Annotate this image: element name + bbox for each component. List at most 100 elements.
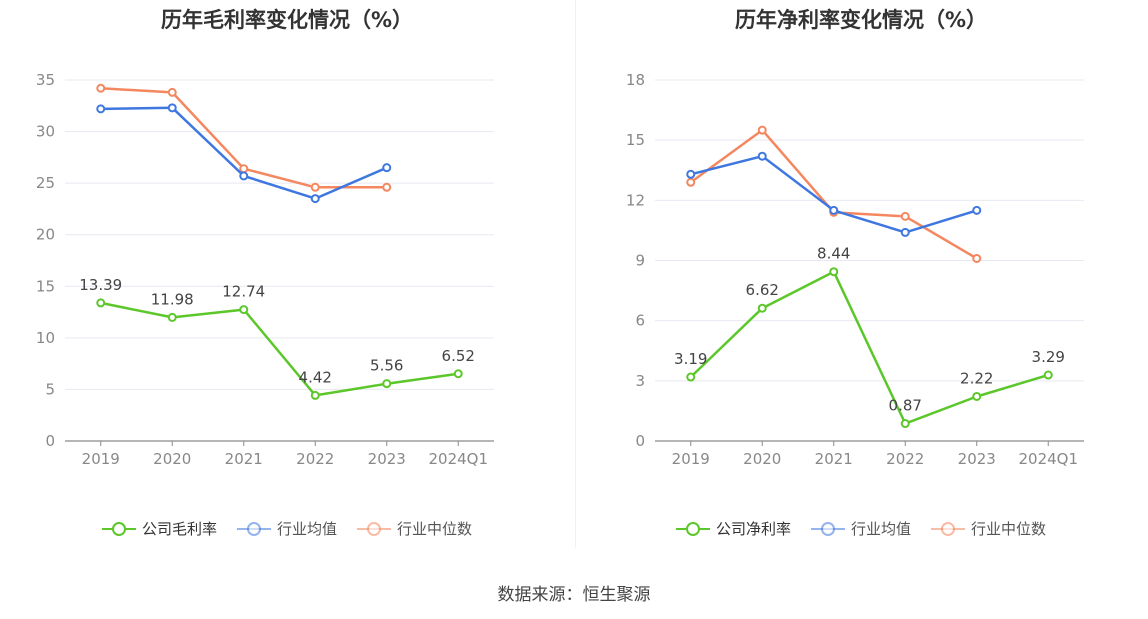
net-margin-data-point-2 — [900, 211, 910, 221]
gross-margin-y-tick-label: 0 — [45, 432, 55, 450]
gross-margin-chart: 0 5 10 15 20 25 30 35 2019 2020 2021 2022 2023 2024Q1… — [36, 71, 494, 468]
legend-label: 公司毛利率 — [141, 520, 217, 538]
gross-margin-x-tick-label: 2022 — [296, 450, 334, 468]
gross-margin-x-tick-label: 2024Q1 — [428, 450, 488, 468]
net-margin-data-label: 2.22 — [960, 369, 993, 387]
net-margin-data-point-1 — [686, 169, 696, 179]
net-margin-data-point-1 — [900, 227, 910, 237]
gross-margin-data-point-2 — [310, 182, 320, 192]
net-margin-data-point-2 — [972, 253, 982, 263]
gross-margin-data-point-1 — [382, 163, 392, 173]
gross-margin-data-label: 6.52 — [442, 347, 475, 365]
net-margin-data-point-1 — [757, 151, 767, 161]
gross-margin-x-tick-label: 2023 — [368, 450, 406, 468]
gross-margin-y-tick-label: 5 — [45, 380, 55, 398]
net-margin-y-tick-label: 6 — [635, 312, 645, 330]
net-margin-y-tick-label: 18 — [626, 71, 645, 89]
net-margin-data-point-2 — [686, 177, 696, 187]
gross-margin-data-label: 5.56 — [370, 357, 403, 375]
legend-label: 公司净利率 — [715, 520, 791, 538]
net-margin-x-tick-label: 2022 — [886, 450, 924, 468]
gross-margin-data-point-2 — [167, 87, 177, 97]
legend-line-icon — [236, 521, 271, 536]
net-margin-series-line-2 — [690, 128, 978, 260]
panel-divider — [575, 0, 576, 548]
net-margin-series-line-1 — [690, 154, 978, 234]
gross-margin-data-point-1 — [239, 171, 249, 181]
gross-margin-y-tick-label: 30 — [36, 123, 55, 141]
gross-margin-x-tick-label: 2019 — [82, 450, 120, 468]
net-margin-x-tick-label: 2023 — [958, 450, 996, 468]
net-margin-y-tick-label: 0 — [635, 432, 645, 450]
net-margin-data-point-0 — [829, 267, 839, 277]
net-margin-data-label: 3.29 — [1032, 348, 1065, 366]
gross-margin-y-tick-label: 25 — [36, 174, 55, 192]
net-margin-x-tick-label: 2020 — [743, 450, 781, 468]
net-margin-x-tick-label: 2024Q1 — [1018, 450, 1078, 468]
net-margin-legend-item-2[interactable]: 行业中位数 — [931, 518, 1046, 539]
gross-margin-data-point-0 — [96, 298, 106, 308]
legend-label: 行业中位数 — [971, 520, 1047, 538]
net-margin-data-point-1 — [972, 205, 982, 215]
net-margin-data-point-0 — [1043, 370, 1053, 380]
net-margin-x-tick-label: 2021 — [815, 450, 853, 468]
data-source-note: 数据来源：恒生聚源 — [497, 585, 651, 605]
gross-margin-series-line-1 — [100, 106, 388, 200]
net-margin-data-point-0 — [972, 391, 982, 401]
net-margin-data-point-2 — [757, 125, 767, 135]
gross-margin-x-tick-label: 2021 — [225, 450, 263, 468]
gross-margin-data-point-0 — [310, 390, 320, 400]
net-margin-data-label: 8.44 — [817, 245, 850, 263]
gross-margin-legend: 公司毛利率 行业均值 行业中位数 — [0, 518, 574, 539]
net-margin-series-line-0 — [689, 270, 1049, 425]
net-margin-y-tick-label: 3 — [635, 372, 645, 390]
net-margin-legend: 公司净利率 行业均值 行业中位数 — [574, 518, 1148, 539]
gross-margin-data-point-2 — [96, 83, 106, 93]
legend-line-icon — [931, 521, 965, 536]
legend-label: 行业均值 — [850, 520, 911, 538]
legend-line-icon — [675, 521, 710, 536]
legend-line-icon — [101, 521, 136, 536]
legend-line-icon — [357, 521, 391, 536]
net-margin-y-tick-label: 12 — [626, 191, 645, 209]
gross-margin-legend-item-1[interactable]: 行业均值 — [236, 518, 337, 539]
gross-margin-data-point-1 — [167, 103, 177, 113]
gross-margin-series-line-0 — [100, 301, 459, 397]
gross-margin-data-label: 4.42 — [299, 368, 332, 386]
gross-margin-chart-panel: 历年毛利率变化情况（%） 0 5 10 15 20 25 30 35 2019 2020 2021 2… — [0, 0, 574, 560]
net-margin-chart-title: 历年净利率变化情况（%） — [734, 8, 988, 32]
gross-margin-y-tick-label: 35 — [36, 71, 55, 89]
net-margin-data-label: 0.87 — [889, 397, 922, 415]
net-margin-data-label: 3.19 — [674, 350, 707, 368]
gross-margin-chart-title: 历年毛利率变化情况（%） — [160, 8, 414, 32]
gross-margin-x-tick-label: 2020 — [153, 450, 191, 468]
net-margin-chart-panel: 历年净利率变化情况（%） 0 3 6 9 12 15 18 2019 2020 2021 2022 2… — [574, 0, 1148, 560]
legend-label: 行业均值 — [276, 520, 337, 538]
gross-margin-y-tick-label: 10 — [36, 329, 55, 347]
net-margin-legend-item-1[interactable]: 行业均值 — [810, 518, 911, 539]
gross-margin-y-tick-label: 20 — [36, 226, 55, 244]
net-margin-data-label: 6.62 — [746, 281, 779, 299]
gross-margin-data-label: 12.74 — [222, 283, 265, 301]
gross-margin-legend-item-2[interactable]: 行业中位数 — [357, 518, 472, 539]
gross-margin-data-point-0 — [167, 312, 177, 322]
net-margin-chart: 0 3 6 9 12 15 18 2019 2020 2021 2022 2023 2024Q1 3.19… — [626, 71, 1084, 468]
gross-margin-data-point-0 — [239, 305, 249, 315]
gross-margin-legend-item-0[interactable]: 公司毛利率 — [101, 518, 217, 539]
gross-margin-data-point-2 — [239, 164, 249, 174]
gross-margin-data-point-1 — [96, 104, 106, 114]
gross-margin-data-point-1 — [310, 194, 320, 204]
net-margin-y-tick-label: 9 — [635, 252, 645, 270]
net-margin-data-point-0 — [757, 303, 767, 313]
gross-margin-data-point-2 — [382, 182, 392, 192]
gross-margin-data-point-0 — [382, 379, 392, 389]
legend-label: 行业中位数 — [397, 520, 473, 538]
gross-margin-y-tick-label: 15 — [36, 277, 55, 295]
legend-line-icon — [810, 521, 845, 536]
net-margin-data-point-0 — [686, 372, 696, 382]
net-margin-data-point-0 — [900, 419, 910, 429]
gross-margin-data-label: 13.39 — [79, 276, 122, 294]
net-margin-data-point-1 — [829, 205, 839, 215]
net-margin-legend-item-0[interactable]: 公司净利率 — [675, 518, 791, 539]
net-margin-y-tick-label: 15 — [626, 131, 645, 149]
